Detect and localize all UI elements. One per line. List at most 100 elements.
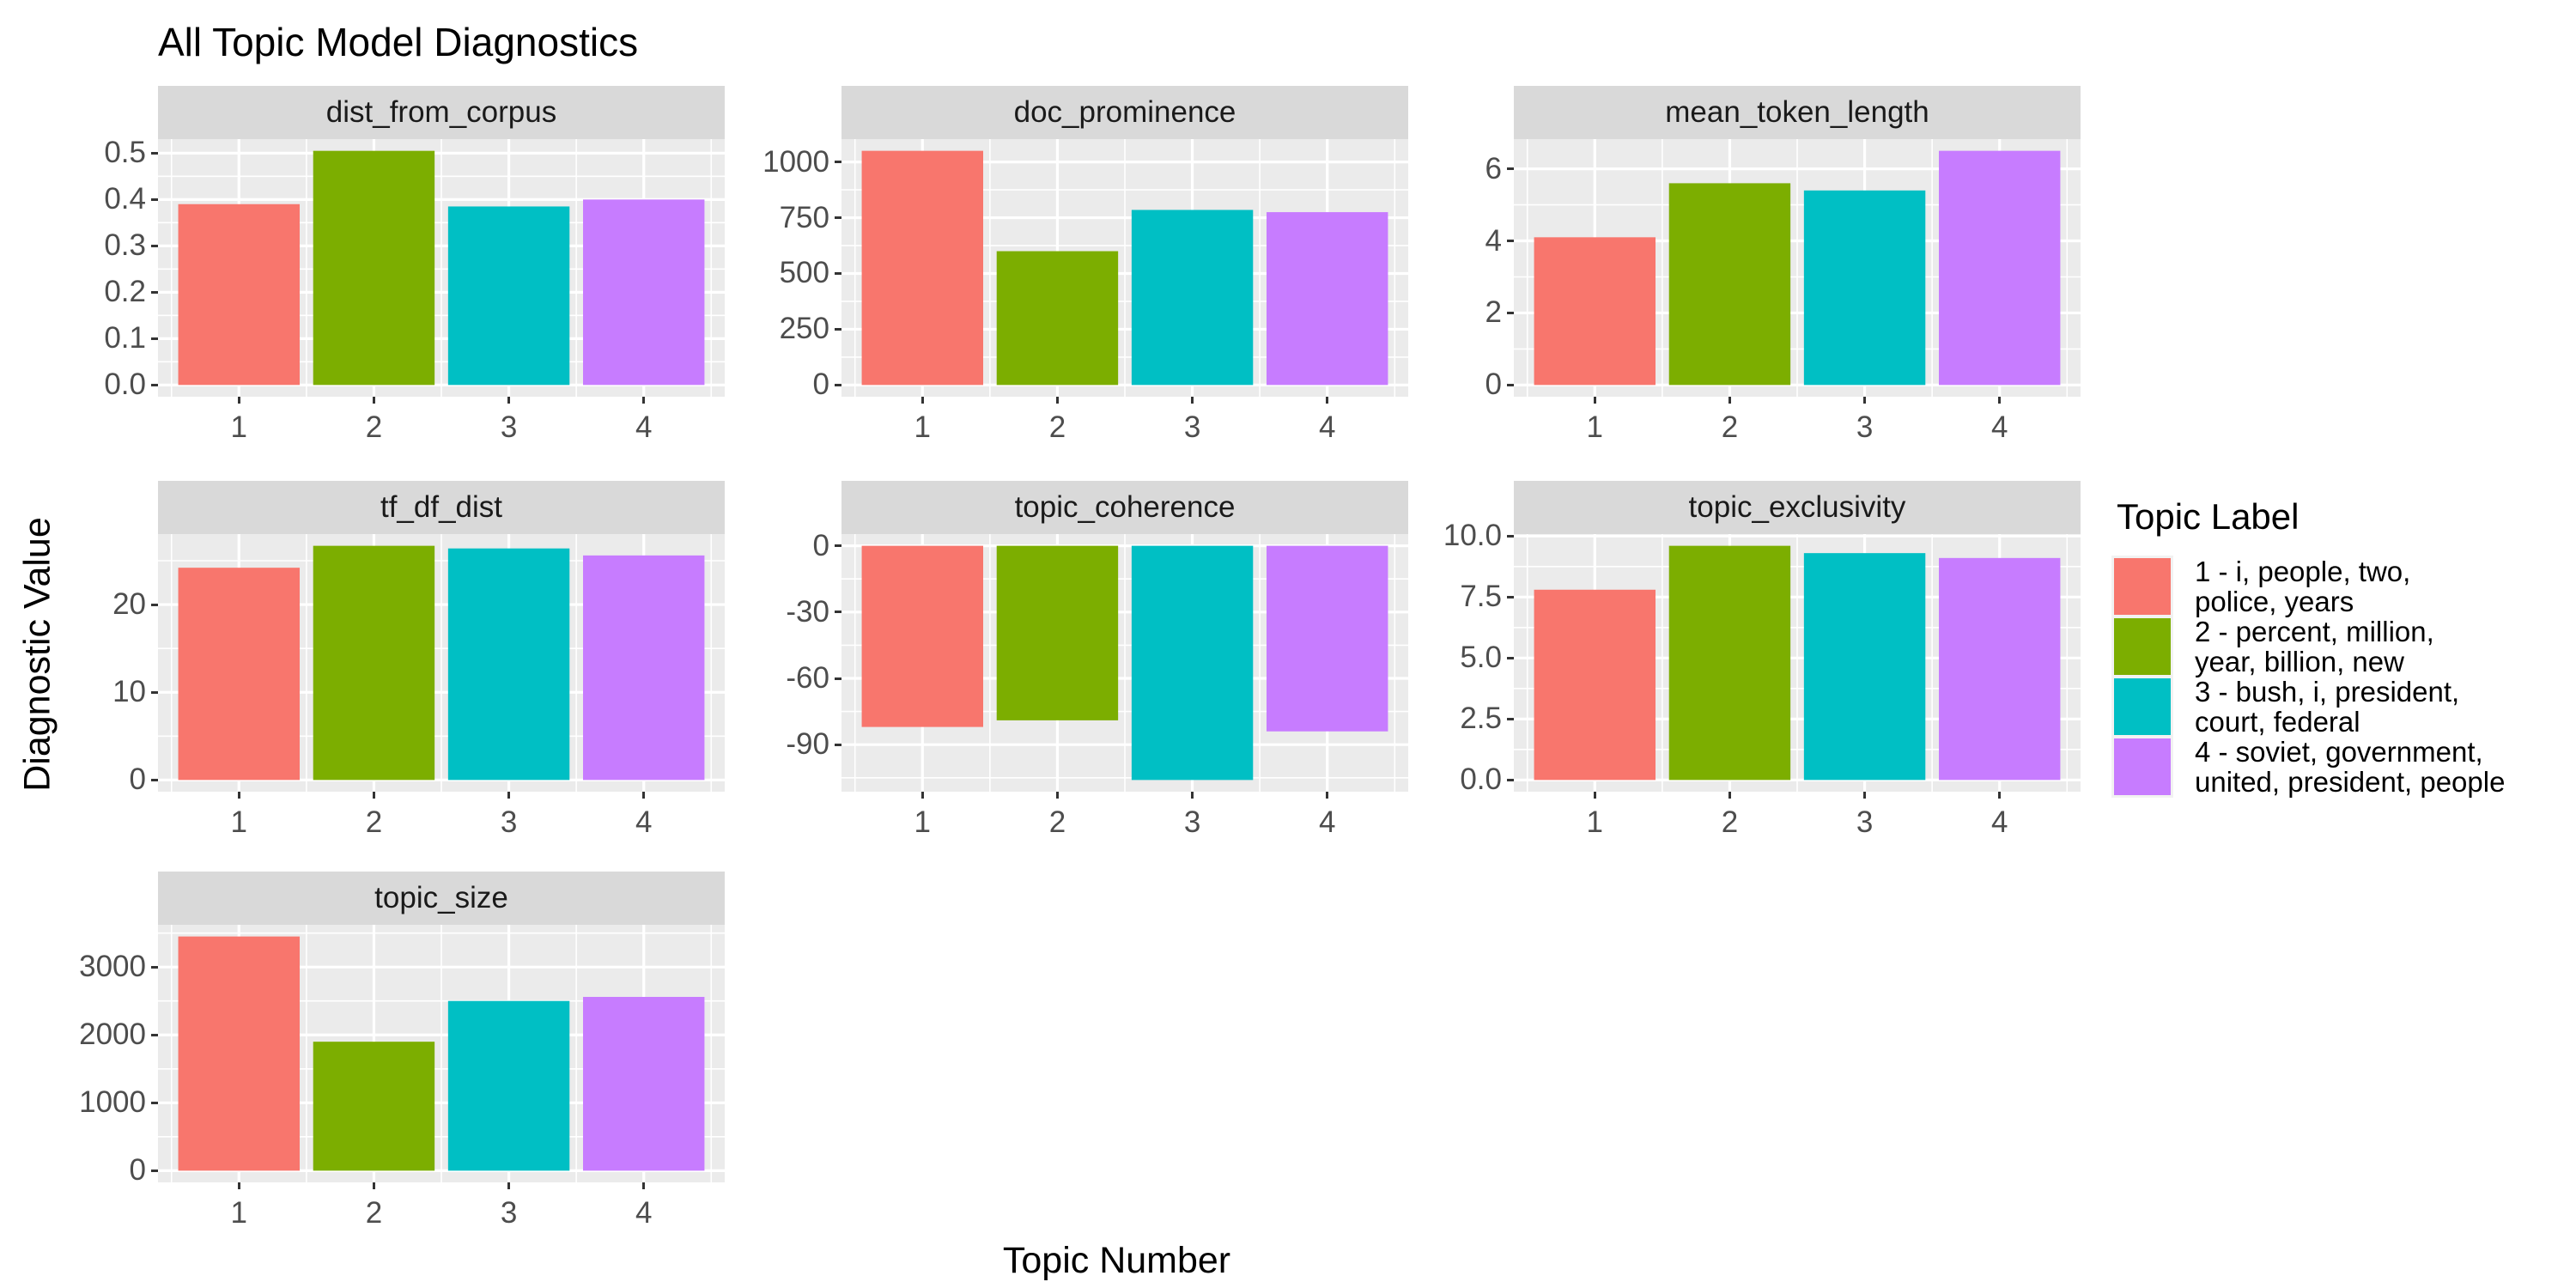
y-tick-mark [835,544,841,548]
y-tick-mark [151,244,158,247]
bar-topic-1 [861,150,983,386]
x-tick-mark [237,792,240,799]
y-tick-label: 7.5 [1460,580,1502,614]
y-axis-title: Diagnostic Value [16,517,58,792]
y-tick-mark [835,161,841,164]
y-tick-label: 1000 [79,1085,146,1120]
y-tick-mark [1507,717,1514,720]
x-tick-mark [642,1182,646,1189]
facet-panel [1514,139,2081,397]
facet-panel [841,139,1408,397]
x-tick-mark [1326,792,1329,799]
y-tick-mark [835,677,841,680]
y-tick-mark [1507,534,1514,538]
y-tick-label: 0 [1485,368,1502,402]
y-tick-label: 500 [779,256,829,290]
x-tick-label: 2 [1048,805,1066,839]
x-tick-mark [1728,397,1731,404]
x-tick-label: 2 [365,805,383,839]
x-tick-mark [237,1182,240,1189]
facet-strip: tf_df_dist [158,481,725,534]
bar-topic-4 [583,199,705,386]
x-tick-label: 4 [635,410,653,444]
bar-topic-1 [1534,589,1656,781]
y-tick-mark [1507,656,1514,659]
y-tick-mark [835,327,841,331]
y-tick-mark [151,778,158,781]
y-tick-mark [151,690,158,694]
x-tick-mark [1998,792,2002,799]
legend-label: 1 - i, people, two, police, years [2195,556,2410,617]
bar-topic-3 [1131,545,1254,781]
y-tick-mark [835,216,841,220]
facet-panel [158,139,725,397]
facet-strip: topic_size [158,872,725,925]
bar-topic-1 [861,545,983,727]
x-tick-label: 1 [230,410,248,444]
x-tick-mark [507,792,511,799]
y-tick-label: 0.0 [104,368,146,402]
x-tick-mark [1998,397,2002,404]
x-tick-mark [1593,792,1596,799]
legend-label-line: court, federal [2195,706,2360,738]
y-tick-label: 0 [812,368,829,402]
bar-topic-2 [996,251,1119,386]
facet-panel-canvas [1514,139,2081,397]
y-tick-mark [835,611,841,614]
facet-panel-canvas [158,534,725,792]
facet-panel-canvas [841,534,1408,792]
legend-entry-topic-3: 3 - bush, i, president, court, federal [2114,677,2505,737]
bar-topic-2 [313,545,435,781]
x-tick-label: 4 [635,1196,653,1230]
legend-label-line: 1 - i, people, two, [2195,556,2411,587]
bar-topic-2 [1668,545,1791,781]
y-tick-label: 5.0 [1460,641,1502,675]
y-tick-label: 0.4 [104,182,146,216]
y-tick-mark [835,743,841,746]
facet-topic_exclusivity: topic_exclusivity 0.0 2.5 5.0 7.5 10.0 1 2 3 4 [1443,481,2081,839]
y-tick-label: 2 [1485,295,1502,330]
legend-title: Topic Label [2117,496,2300,537]
x-tick-mark [920,792,924,799]
x-tick-label: 3 [500,410,518,444]
x-tick-label: 3 [1183,410,1201,444]
y-tick-mark [1507,383,1514,386]
x-tick-label: 2 [365,410,383,444]
x-tick-label: 4 [1318,410,1336,444]
legend-entry-topic-1: 1 - i, people, two, police, years [2114,556,2505,617]
x-tick-mark [507,397,511,404]
y-tick-label: 0.2 [104,275,146,309]
plot-title: All Topic Model Diagnostics [158,20,639,64]
x-tick-label: 2 [365,1196,383,1230]
x-tick-label: 1 [914,410,932,444]
bar-topic-2 [1668,183,1791,386]
facet-panel [158,534,725,792]
bar-topic-3 [447,206,570,386]
y-tick-label: 0 [129,762,146,797]
y-tick-label: 0 [812,528,829,562]
x-axis-title: Topic Number [1002,1240,1231,1281]
x-tick-mark [372,1182,375,1189]
x-tick-mark [372,397,375,404]
facet-topic_size: topic_size 0 1000 2000 3000 1 2 3 4 [79,872,725,1230]
x-tick-mark [1055,792,1059,799]
y-tick-mark [1507,595,1514,598]
x-tick-mark [642,792,646,799]
x-tick-label: 4 [635,805,653,839]
y-tick-mark [151,383,158,386]
x-tick-mark [1863,397,1867,404]
y-tick-label: -30 [786,594,829,629]
facet-doc_prominence: doc_prominence 0 250 500 750 1000 1 2 3 4 [762,86,1408,444]
legend-swatch-topic-1 [2114,558,2171,615]
x-tick-label: 3 [1183,805,1201,839]
x-tick-label: 1 [230,1196,248,1230]
y-tick-label: 0.5 [104,136,146,170]
y-tick-label: 0.0 [1460,762,1502,797]
x-tick-label: 1 [1586,805,1604,839]
legend-swatch-topic-2 [2114,618,2171,675]
legend-entries: 1 - i, people, two, police, years 2 - perc… [2114,556,2505,797]
legend-label-line: united, president, people [2195,766,2506,798]
x-tick-label: 3 [1856,410,1874,444]
y-tick-label: 4 [1485,223,1502,258]
